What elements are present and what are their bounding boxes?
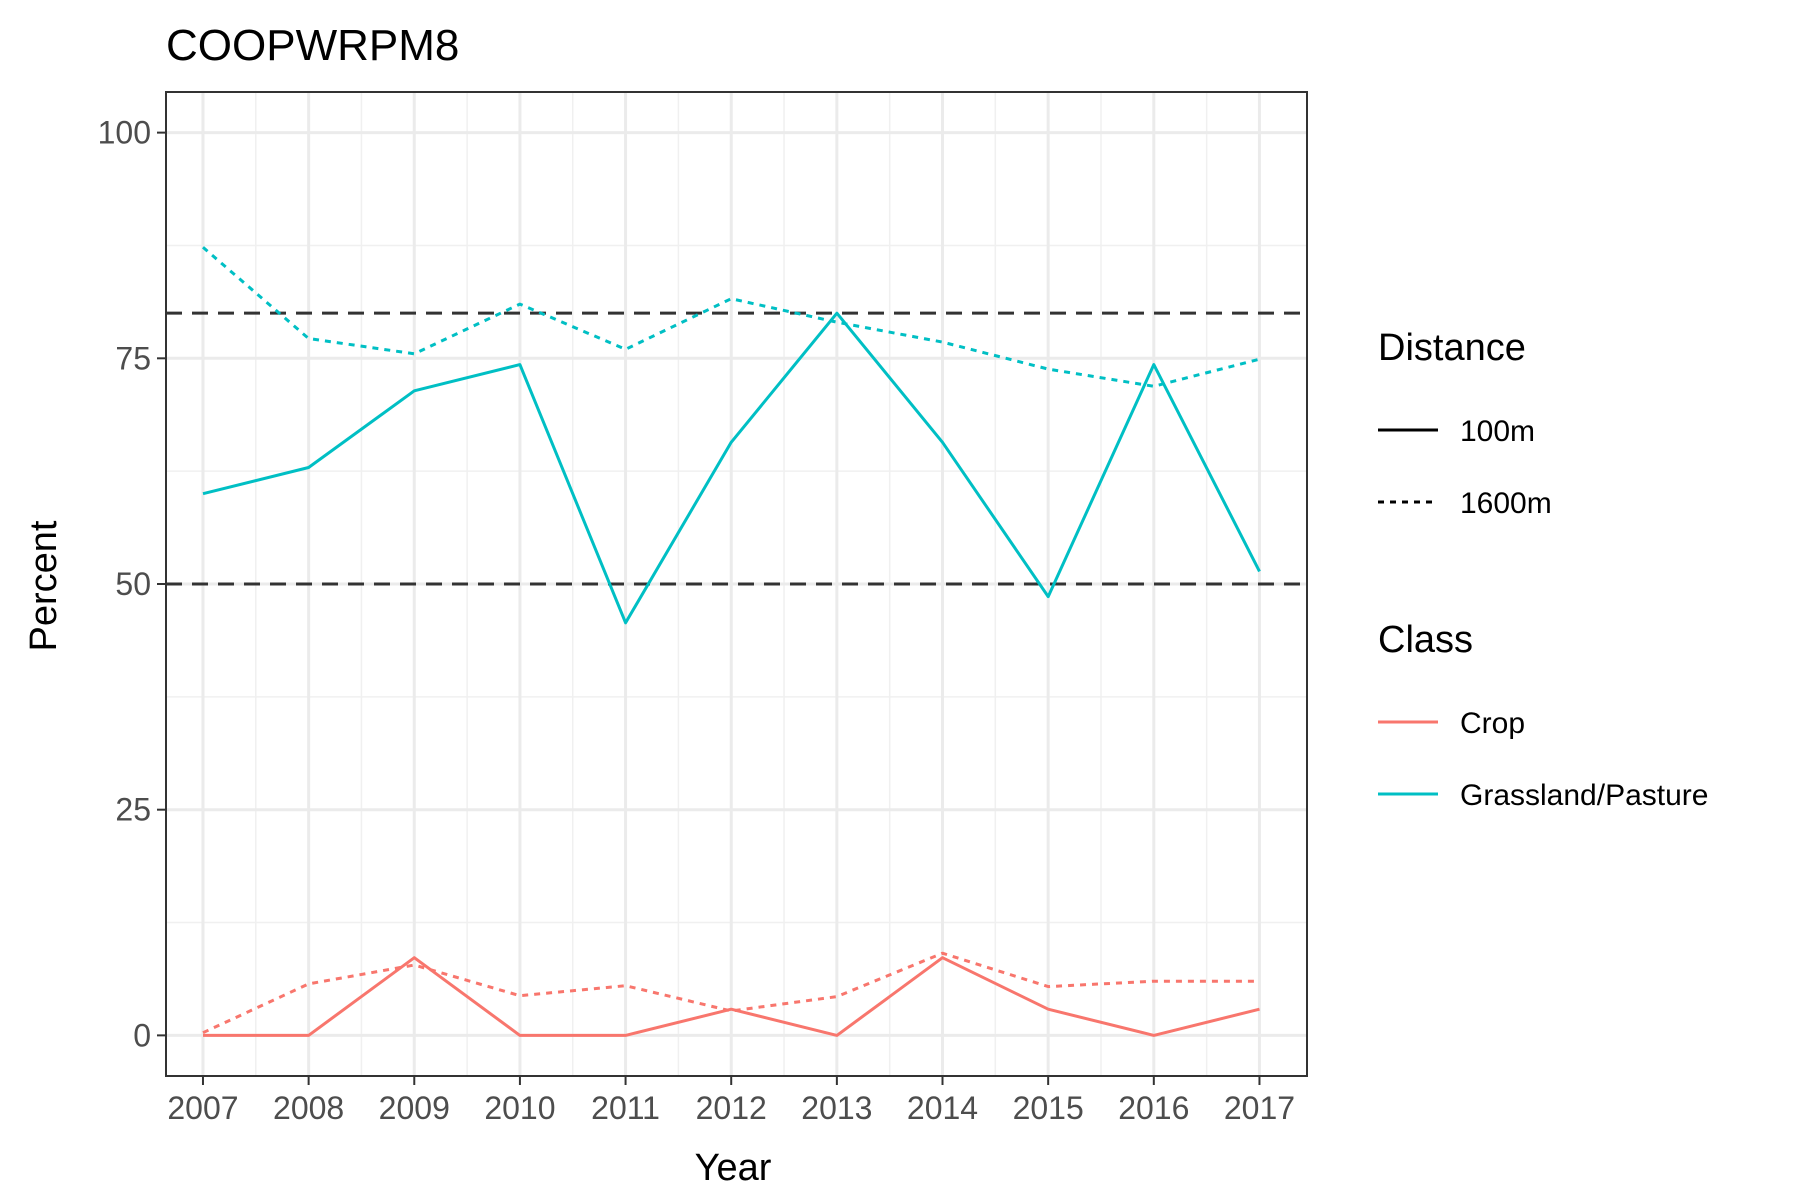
x-axis-title: Year bbox=[695, 1147, 772, 1189]
y-tick-label: 100 bbox=[98, 115, 151, 151]
x-tick-label: 2014 bbox=[907, 1090, 978, 1126]
legend-label: 100m bbox=[1460, 415, 1535, 448]
grid-lines bbox=[166, 92, 1307, 1076]
x-tick-label: 2011 bbox=[591, 1090, 660, 1126]
x-tick-label: 2013 bbox=[801, 1090, 872, 1126]
axes: 0 25 50 75 100 2007 2008 2009 2010 2011 2012 2013 20… bbox=[98, 115, 1295, 1126]
x-tick-label: 2012 bbox=[696, 1090, 767, 1126]
x-tick-label: 2015 bbox=[1013, 1090, 1084, 1126]
series-lines bbox=[202, 246, 1261, 1037]
y-tick-label: 75 bbox=[115, 340, 151, 376]
series-line bbox=[203, 956, 1260, 1037]
legend-label: 1600m bbox=[1460, 487, 1552, 520]
y-tick-label: 50 bbox=[115, 566, 151, 602]
x-tick-label: 2007 bbox=[167, 1090, 238, 1126]
legend-label: Crop bbox=[1460, 707, 1525, 740]
legend: Distance 100m 1600m Class Crop Grassland/Past… bbox=[1378, 327, 1708, 812]
legend-label: Grassland/Pasture bbox=[1460, 779, 1708, 812]
series-line bbox=[202, 951, 1260, 1035]
series-line bbox=[202, 311, 1261, 625]
y-axis-title: Percent bbox=[23, 520, 65, 651]
x-tick-label: 2010 bbox=[484, 1090, 555, 1126]
y-tick-label: 0 bbox=[133, 1017, 151, 1053]
x-tick-label: 2017 bbox=[1224, 1090, 1295, 1126]
chart-title: COOPWRPM8 bbox=[166, 21, 459, 70]
reference-lines bbox=[166, 311, 1307, 586]
x-tick-label: 2016 bbox=[1118, 1090, 1189, 1126]
legend-title: Class bbox=[1378, 619, 1473, 661]
x-tick-label: 2009 bbox=[379, 1090, 450, 1126]
x-tick-label: 2008 bbox=[273, 1090, 344, 1126]
legend-title: Distance bbox=[1378, 327, 1526, 369]
y-tick-label: 25 bbox=[115, 792, 151, 828]
